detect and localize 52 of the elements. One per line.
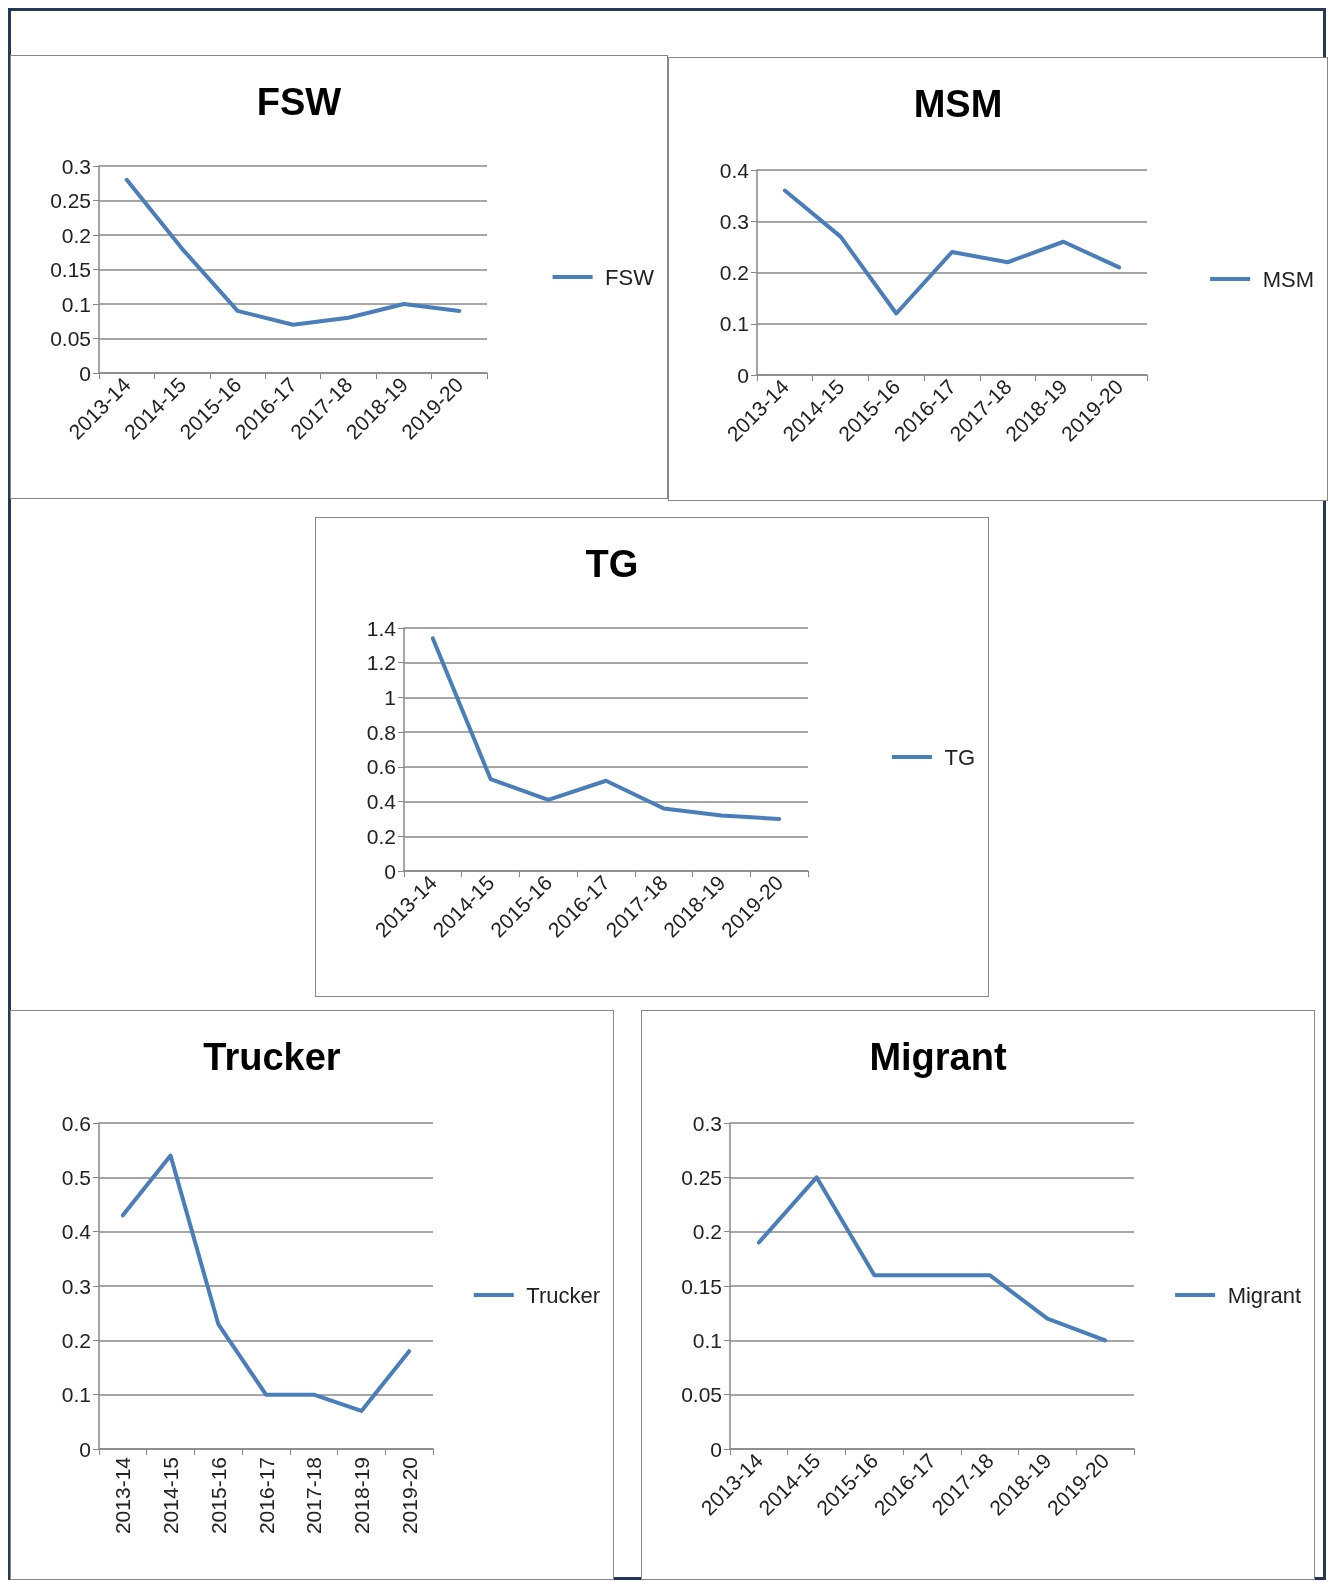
line-series: [756, 1175, 1108, 1343]
y-tick-label: 0.3: [719, 209, 749, 233]
y-tick-label: 0.6: [366, 755, 396, 779]
y-tick-label: 0.2: [719, 261, 749, 284]
y-tick-label: 0: [79, 1437, 91, 1461]
x-tick-label: 2014-15: [159, 1457, 183, 1535]
line-series: [124, 177, 462, 327]
y-tick-label: 0.4: [719, 158, 750, 182]
chart-title: Migrant: [869, 1036, 1007, 1078]
line-series: [120, 1153, 412, 1413]
legend-label: Trucker: [526, 1282, 600, 1308]
y-tick-label: 1: [384, 685, 396, 709]
y-tick-label: 0.1: [61, 292, 91, 316]
chart-title: FSW: [256, 81, 342, 123]
chart-title: TG: [585, 543, 639, 585]
x-tick-label: 2015-16: [206, 1457, 230, 1535]
x-tick-label: 2017-18: [302, 1457, 326, 1535]
y-tick-label: 0.3: [61, 1274, 91, 1298]
y-tick-label: 0.5: [61, 1165, 91, 1189]
y-tick-label: 0.3: [61, 154, 91, 178]
y-tick-label: 0.15: [681, 1274, 722, 1298]
legend-label: MSM: [1262, 266, 1314, 292]
x-tick-label: 2013-14: [111, 1456, 135, 1535]
line-series: [430, 636, 782, 821]
y-tick-label: 0.05: [681, 1383, 722, 1407]
y-tick-label: 0.6: [61, 1111, 91, 1135]
x-tick-label: 2019-20: [397, 1457, 421, 1535]
y-tick-label: 1.2: [366, 651, 396, 675]
x-tick-label: 2016-17: [254, 1457, 278, 1535]
y-tick-label: 0.2: [61, 1328, 91, 1352]
y-tick-label: 0.1: [692, 1328, 722, 1352]
y-tick-label: 0.05: [50, 327, 91, 350]
legend-label: Migrant: [1227, 1282, 1301, 1308]
line-series: [782, 188, 1122, 316]
y-tick-label: 0.8: [366, 720, 396, 744]
y-tick-label: 0.3: [692, 1111, 722, 1135]
y-tick-label: 0.15: [50, 258, 91, 281]
y-tick-label: 0.1: [719, 312, 749, 336]
y-tick-label: 0.4: [61, 1220, 92, 1244]
legend-label: FSW: [605, 264, 655, 290]
y-tick-label: 1.4: [366, 616, 397, 640]
y-tick-label: 0.4: [366, 790, 397, 814]
y-tick-label: 0.2: [366, 824, 396, 848]
y-tick-label: 0.1: [61, 1383, 91, 1407]
legend-label: TG: [944, 744, 976, 770]
y-tick-label: 0.2: [61, 223, 91, 247]
chart-title: MSM: [913, 83, 1003, 125]
y-tick-label: 0.25: [681, 1165, 722, 1189]
chart-title: Trucker: [203, 1036, 341, 1078]
y-tick-label: 0.25: [50, 189, 91, 212]
y-tick-label: 0.2: [692, 1220, 722, 1244]
x-tick-label: 2018-19: [349, 1457, 373, 1535]
